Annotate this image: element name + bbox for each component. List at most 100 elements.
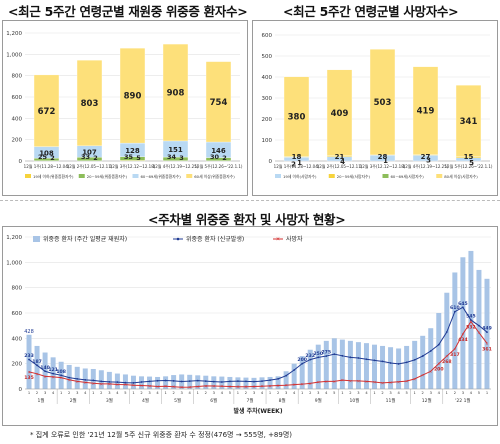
legend-label: 위중증 환자 (신규발생) <box>186 235 244 243</box>
x-tick-label: 12월 3주(12.12~12.18) <box>110 163 156 169</box>
severe-new-point <box>293 369 296 371</box>
death-point: × <box>236 384 239 389</box>
y-tick-label: 300 <box>262 96 273 102</box>
legend-swatch <box>186 174 193 178</box>
death-point: × <box>373 380 376 385</box>
death-point: × <box>461 332 464 337</box>
death-point: × <box>244 384 247 389</box>
severe-new-point <box>196 379 199 382</box>
bar-mark <box>420 335 426 389</box>
week-tick-label: 4 <box>189 391 192 395</box>
week-tick-label: 3 <box>108 391 110 395</box>
death-point: × <box>309 381 312 386</box>
severe-new-point <box>486 331 488 334</box>
death-data-label: 135 <box>24 375 34 381</box>
line-data-label: 232 <box>305 353 315 359</box>
week-tick-label: 4 <box>116 391 119 395</box>
week-tick-label: 3 <box>357 391 359 395</box>
week-tick-label: 1 <box>373 391 375 395</box>
severe-new-point <box>172 379 175 382</box>
death-point: × <box>180 385 183 390</box>
bar-mark <box>460 257 466 389</box>
legend-swatch <box>436 174 443 178</box>
data-label: 890 <box>124 92 142 102</box>
severe-new-point <box>60 374 63 377</box>
severe-new-point <box>301 362 304 365</box>
chart-title-bottom: <주차별 위중증 환자 및 사망자 현황> <box>148 212 346 227</box>
week-tick-label: 4 <box>470 391 473 395</box>
severe-new-point <box>461 306 464 309</box>
death-point: × <box>405 379 408 384</box>
death-point: × <box>260 384 263 389</box>
week-tick-label: 2 <box>68 391 70 395</box>
week-tick-label: 1 <box>92 391 94 395</box>
severe-new-point <box>84 378 87 381</box>
severe-new-point <box>116 381 119 384</box>
week-tick-label: 2 <box>36 391 38 395</box>
severe-new-point <box>52 372 55 375</box>
death-point: × <box>469 319 472 324</box>
bar-mark <box>251 377 257 389</box>
death-point: × <box>357 378 360 383</box>
x-tick-label: 12월 3주(12.12~12.18) <box>360 163 406 169</box>
month-tick-label: 7월 <box>246 397 253 404</box>
severe-new-point <box>108 381 111 383</box>
death-point: × <box>148 383 151 388</box>
death-point: × <box>276 383 279 388</box>
bar-mark <box>34 345 40 389</box>
severe-new-point <box>277 377 279 380</box>
severe-new-point <box>140 381 143 383</box>
data-label: 25 <box>38 153 48 161</box>
death-point: × <box>212 383 215 388</box>
severe-new-point <box>285 374 288 377</box>
death-point: × <box>429 369 432 374</box>
week-tick-label: 2 <box>381 391 383 395</box>
week-tick-label: 4 <box>52 391 55 395</box>
week-tick-label: 2 <box>454 391 456 395</box>
death-data-label: 200 <box>434 367 444 373</box>
bar-mark <box>388 347 394 389</box>
week-tick-label: 3 <box>148 391 150 395</box>
data-label: 27 <box>421 153 431 161</box>
week-tick-label: 4 <box>221 391 224 395</box>
severe-new-point <box>453 310 456 313</box>
bar-segment <box>283 76 310 157</box>
bar-mark <box>299 356 305 389</box>
chart-panel-right: 0 100 200 300 400 500 600 18 1 2 380 12월 1주(11.28~1… <box>252 20 498 196</box>
week-tick-label: 2 <box>309 391 311 395</box>
death-line <box>28 320 488 388</box>
week-tick-label: 5 <box>124 391 126 395</box>
death-point: × <box>132 383 135 388</box>
week-tick-label: 1 <box>446 391 448 395</box>
x-tick-label: 12월 4주(12.19~12.25) <box>153 163 199 169</box>
bar-mark <box>26 334 32 389</box>
severe-new-point <box>389 362 392 364</box>
legend-label: 20~59세(사망자수) <box>337 174 371 179</box>
death-point: × <box>51 374 54 379</box>
week-tick-label: 1 <box>486 391 488 395</box>
legend-label: 20~59세(위중증환자수) <box>87 174 128 179</box>
death-point: × <box>172 384 175 389</box>
month-tick-label: 3월 <box>106 397 113 404</box>
death-point: × <box>228 384 231 389</box>
severe-new-point <box>365 358 368 361</box>
week-tick-label: 3 <box>44 391 46 395</box>
legend-swatch <box>25 174 31 178</box>
legend-label: 19세 이하(사망자수) <box>283 174 317 179</box>
x-tick-label: 12월 1주(11.28~12.04) <box>274 163 320 169</box>
week-tick-label: 2 <box>172 391 174 395</box>
data-label: 503 <box>374 98 392 108</box>
death-data-label: 361 <box>482 346 492 352</box>
y-tick-label: 500 <box>262 54 273 60</box>
death-point: × <box>445 354 448 359</box>
bar-mark <box>171 375 177 389</box>
death-point: × <box>140 383 143 388</box>
bar-data-label: 428 <box>24 329 34 335</box>
data-label: 5 <box>136 154 141 162</box>
death-point: × <box>35 371 38 376</box>
death-point: × <box>389 380 392 385</box>
week-tick-label: 4 <box>397 391 400 395</box>
legend-label: 80세 이상(사망자수) <box>444 174 478 179</box>
month-tick-label: 11월 <box>386 397 396 404</box>
week-tick-label: 5 <box>478 391 480 395</box>
